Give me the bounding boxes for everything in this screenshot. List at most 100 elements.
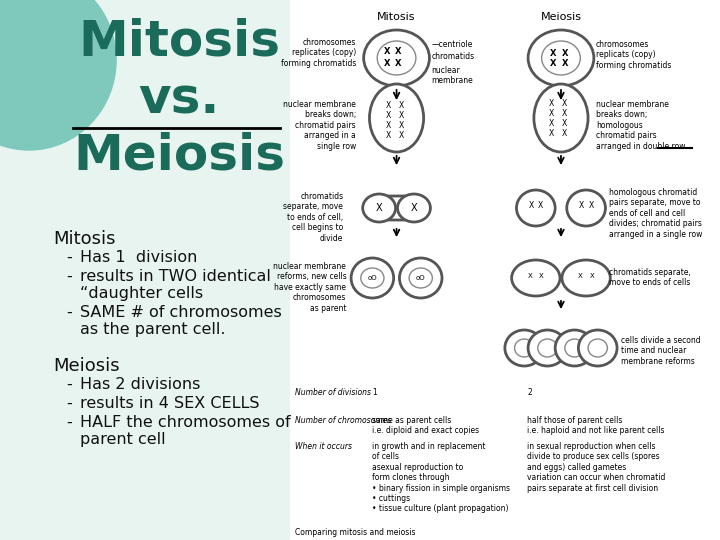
Text: -: -: [67, 305, 73, 320]
Text: X: X: [549, 110, 554, 118]
Text: X: X: [562, 119, 567, 129]
Text: X: X: [578, 273, 582, 279]
Text: Mitosis: Mitosis: [78, 18, 280, 66]
Ellipse shape: [541, 41, 580, 75]
Ellipse shape: [528, 30, 594, 86]
Ellipse shape: [578, 330, 617, 366]
Text: Has 2 divisions: Has 2 divisions: [80, 377, 201, 392]
Ellipse shape: [364, 30, 429, 86]
Ellipse shape: [397, 194, 431, 222]
Text: Comparing mitosis and meiosis: Comparing mitosis and meiosis: [295, 528, 415, 537]
Text: Has 1  division: Has 1 division: [80, 250, 198, 265]
Text: X: X: [384, 48, 390, 57]
Text: X: X: [399, 132, 404, 140]
Circle shape: [0, 0, 77, 90]
Text: X: X: [410, 203, 418, 213]
Text: X: X: [528, 273, 532, 279]
Ellipse shape: [505, 330, 544, 366]
Text: X: X: [562, 130, 567, 138]
Text: homologous chromatid
pairs separate, move to
ends of cell and cell
divides; chro: homologous chromatid pairs separate, mov…: [609, 188, 703, 239]
Text: X: X: [549, 99, 554, 109]
Text: X: X: [562, 110, 567, 118]
Ellipse shape: [538, 339, 557, 357]
Bar: [0, 0, 290, 540]
Text: -: -: [67, 269, 73, 284]
Ellipse shape: [515, 339, 534, 357]
Text: SAME # of chromosomes
as the parent cell.: SAME # of chromosomes as the parent cell…: [80, 305, 282, 338]
Text: X: X: [550, 49, 557, 57]
Text: X: X: [549, 119, 554, 129]
Text: X: X: [386, 111, 392, 120]
Text: same as parent cells
i.e. diploid and exact copies: same as parent cells i.e. diploid and ex…: [372, 416, 480, 435]
Text: Mitosis: Mitosis: [377, 12, 415, 22]
Text: nuclear
membrane: nuclear membrane: [431, 66, 473, 85]
Text: X: X: [386, 122, 392, 131]
Text: X: X: [588, 201, 593, 211]
Text: vs.: vs.: [138, 75, 220, 123]
Text: X: X: [399, 122, 404, 131]
Text: —centriole: —centriole: [431, 40, 473, 49]
Ellipse shape: [564, 339, 584, 357]
Text: Number of divisions: Number of divisions: [295, 388, 371, 397]
Text: X: X: [395, 59, 402, 69]
Ellipse shape: [369, 84, 423, 152]
Text: X: X: [562, 99, 567, 109]
Text: X: X: [539, 273, 544, 279]
Text: X: X: [549, 130, 554, 138]
Ellipse shape: [534, 84, 588, 152]
Ellipse shape: [409, 268, 432, 288]
Text: -: -: [67, 377, 73, 392]
Text: Meiosis: Meiosis: [73, 132, 285, 180]
Text: chromatids separate,
move to ends of cells: chromatids separate, move to ends of cel…: [609, 268, 691, 287]
Text: chromosomes
replicats (copy)
forming chromatids: chromosomes replicats (copy) forming chr…: [595, 40, 671, 70]
Text: X: X: [386, 102, 392, 111]
Text: X: X: [386, 132, 392, 140]
Text: Mitosis: Mitosis: [53, 230, 116, 248]
Text: X: X: [538, 201, 544, 211]
Text: X: X: [399, 111, 404, 120]
Bar: [290, 0, 696, 540]
Text: in sexual reproduction when cells
divide to produce sex cells (spores
and eggs) : in sexual reproduction when cells divide…: [527, 442, 665, 492]
Ellipse shape: [562, 260, 611, 296]
Text: X: X: [562, 58, 568, 68]
Ellipse shape: [512, 260, 560, 296]
Ellipse shape: [400, 258, 442, 298]
Ellipse shape: [363, 194, 395, 222]
Ellipse shape: [516, 190, 555, 226]
Text: results in 4 SEX CELLS: results in 4 SEX CELLS: [80, 396, 260, 411]
Text: X: X: [590, 273, 594, 279]
Text: in growth and in replacement
of cells
asexual reproduction to
form clones throug: in growth and in replacement of cells as…: [372, 442, 510, 514]
Text: -: -: [67, 396, 73, 411]
Text: results in TWO identical
“daughter cells: results in TWO identical “daughter cells: [80, 269, 271, 301]
Text: X: X: [550, 58, 557, 68]
Text: -: -: [67, 415, 73, 430]
Text: oO: oO: [416, 275, 426, 281]
Ellipse shape: [361, 268, 384, 288]
Ellipse shape: [567, 190, 606, 226]
Text: nuclear membrane
breaks down;
chromatid pairs
arranged in a
single row: nuclear membrane breaks down; chromatid …: [283, 100, 356, 151]
Text: nuclear membrane
reforms, new cells
have exactly same
chromosomes
as parent: nuclear membrane reforms, new cells have…: [274, 262, 346, 313]
Text: nuclear membrane
breaks down;
homologous
chromatid pairs
arranged in double row: nuclear membrane breaks down; homologous…: [595, 100, 685, 151]
Ellipse shape: [377, 41, 416, 75]
Text: X: X: [528, 201, 534, 211]
Text: chromatids
separate, move
to ends of cell,
cell begins to
divide: chromatids separate, move to ends of cel…: [284, 192, 343, 242]
Text: half those of parent cells
i.e. haploid and not like parent cells: half those of parent cells i.e. haploid …: [527, 416, 665, 435]
Text: 2: 2: [527, 388, 532, 397]
Text: chromatids: chromatids: [431, 52, 474, 61]
Text: Meiosis: Meiosis: [541, 12, 582, 22]
Ellipse shape: [351, 258, 394, 298]
Text: HALF the chromosomes of
parent cell: HALF the chromosomes of parent cell: [80, 415, 291, 448]
Text: chromosomes
replicates (copy)
forming chromatids: chromosomes replicates (copy) forming ch…: [281, 38, 356, 68]
Text: X: X: [384, 59, 390, 69]
Text: X: X: [579, 201, 584, 211]
Text: cells divide a second
time and nuclear
membrane reforms: cells divide a second time and nuclear m…: [621, 336, 701, 366]
Text: When it occurs: When it occurs: [295, 442, 352, 451]
Text: Number of chromosomes: Number of chromosomes: [295, 416, 392, 425]
Text: -: -: [67, 250, 73, 265]
Text: X: X: [376, 203, 382, 213]
Ellipse shape: [528, 330, 567, 366]
Text: X: X: [395, 48, 402, 57]
Text: oO: oO: [367, 275, 377, 281]
Ellipse shape: [588, 339, 608, 357]
Text: X: X: [399, 102, 404, 111]
